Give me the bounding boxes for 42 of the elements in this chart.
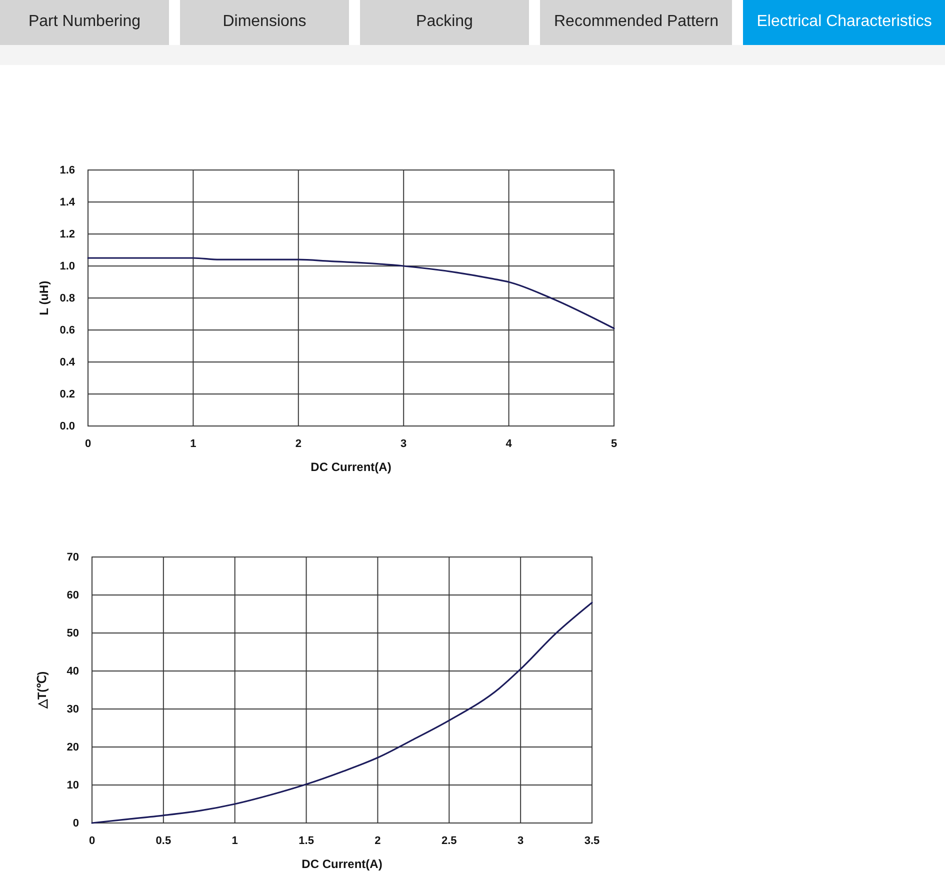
y-tick-label: 20 — [66, 742, 79, 754]
y-tick-label: 0.8 — [60, 292, 75, 305]
y-tick-label: 10 — [66, 780, 79, 792]
y-tick-label: 1.4 — [60, 196, 76, 209]
y-tick-label: 30 — [66, 704, 79, 716]
x-tick-label: 1.5 — [298, 834, 314, 847]
x-tick-label: 1 — [232, 834, 238, 847]
y-tick-label: 0.2 — [60, 388, 75, 401]
x-tick-label: 0.5 — [156, 834, 172, 847]
y-tick-label: 1.2 — [60, 228, 75, 241]
line-series — [87, 257, 615, 330]
y-axis-title: L (uH) — [37, 280, 52, 316]
x-axis-title: DC Current(A) — [302, 857, 382, 871]
x-tick-label: 3.5 — [584, 834, 600, 847]
tab: Recommended Pattern — [540, 0, 732, 45]
y-tick-label: 1.0 — [60, 260, 75, 273]
line-series — [91, 602, 593, 824]
x-tick-label: 3 — [518, 834, 524, 847]
y-tick-label: 50 — [66, 628, 79, 640]
y-tick-label: 0.4 — [60, 356, 76, 369]
x-tick-label: 1 — [190, 438, 196, 450]
x-tick-label: 2 — [374, 834, 381, 847]
x-tick-label: 5 — [610, 438, 618, 450]
x-tick-label: 3 — [400, 438, 407, 450]
tab: Electrical Characteristics — [742, 0, 945, 45]
y-tick-label: 0.6 — [60, 324, 75, 337]
x-tick-label: 4 — [506, 438, 513, 450]
y-tick-label: 70 — [66, 552, 79, 564]
y-tick-label: 0 — [72, 818, 79, 830]
x-tick-label: 0 — [84, 438, 92, 450]
y-axis-title: △T(℃) — [35, 671, 50, 710]
x-tick-label: 2 — [295, 438, 302, 450]
x-tick-label: 0 — [88, 834, 96, 847]
tab: Dimensions — [180, 0, 349, 45]
y-tick-label: 1.6 — [60, 164, 75, 177]
y-tick-label: 40 — [66, 666, 79, 678]
y-tick-label: 0.0 — [60, 420, 75, 433]
x-tick-label: 2.5 — [441, 834, 457, 847]
x-axis-title: DC Current(A) — [310, 460, 392, 474]
tab: Packing — [360, 0, 529, 45]
y-tick-label: 60 — [66, 590, 79, 602]
tab: Part Numbering — [0, 0, 169, 45]
